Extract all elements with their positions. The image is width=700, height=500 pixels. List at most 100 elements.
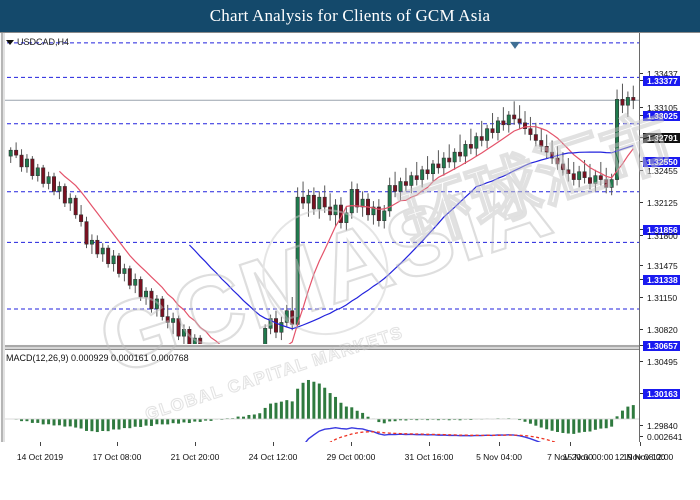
candle-body <box>474 136 479 149</box>
price-level-badge[interactable]: 1.33025 <box>643 111 680 121</box>
candle-body <box>485 128 490 141</box>
candle-body <box>398 181 403 192</box>
candle-body <box>263 328 268 345</box>
time-tick-label: 15 Nov 00:00 <box>562 452 614 462</box>
price-tick-label: 1.29840 <box>647 421 678 431</box>
price-tick-label: 1.33437 <box>647 69 678 79</box>
chevron-down-icon[interactable] <box>6 39 14 45</box>
price-level-badge[interactable]: 1.32550 <box>643 157 680 167</box>
candle-body <box>165 316 170 323</box>
candle-body <box>160 298 165 317</box>
candle-body <box>68 197 73 204</box>
level-handle-icon[interactable] <box>510 41 520 49</box>
time-tick-label: 31 Oct 16:00 <box>404 452 454 462</box>
time-tick-label: 7 Nov 20:00 <box>547 452 593 462</box>
panel-divider <box>0 344 700 350</box>
time-tick-label: 14 Oct 2019 <box>16 452 64 462</box>
candle-body <box>344 212 349 223</box>
price-tick-mark <box>640 393 643 394</box>
time-tick-mark <box>351 442 352 446</box>
candle-body <box>349 189 354 214</box>
candle-body <box>30 158 35 176</box>
time-tick-label: 19 Nov 12:00 <box>622 452 674 462</box>
macd-tick-label: 0.002641 <box>647 432 683 442</box>
candle-body <box>512 114 517 120</box>
price-level-badge[interactable]: 1.30657 <box>643 341 680 351</box>
candle-body <box>198 337 203 345</box>
candle-body <box>555 157 560 165</box>
price-chart-svg <box>0 41 640 345</box>
price-level-badge[interactable]: 1.31338 <box>643 275 680 285</box>
candle-body <box>89 239 94 245</box>
candle-body <box>35 167 40 176</box>
price-tick-mark <box>640 80 643 81</box>
candle-body <box>46 176 51 184</box>
candle-body <box>420 169 425 180</box>
candle-body <box>14 149 19 156</box>
time-tick-mark <box>40 442 41 446</box>
price-level-badge[interactable]: 1.31856 <box>643 225 680 235</box>
current-price-badge[interactable]: 1.32791 <box>643 133 680 143</box>
candle-body <box>62 186 67 204</box>
candle-body <box>274 318 278 333</box>
candle-body <box>306 194 311 204</box>
candle-body <box>593 175 598 184</box>
candle-body <box>463 144 468 157</box>
candle-body <box>393 185 398 192</box>
macd-main-line <box>10 426 634 473</box>
candle-body <box>452 151 457 163</box>
candle-body <box>284 310 289 323</box>
candle-body <box>447 157 452 163</box>
price-tick-mark <box>640 137 643 138</box>
candle-body <box>414 175 419 180</box>
time-tick-label: 24 Oct 12:00 <box>248 452 298 462</box>
candle-body <box>382 210 387 221</box>
time-tick-mark <box>273 442 274 446</box>
candle-body <box>127 268 132 286</box>
candle-body <box>539 140 544 147</box>
candle-body <box>279 322 284 333</box>
price-level-badge[interactable]: 1.30163 <box>643 389 680 399</box>
candle-body <box>403 181 408 186</box>
price-tick-mark <box>640 345 643 346</box>
price-tick-mark <box>640 161 643 162</box>
candle-body <box>436 163 441 169</box>
candle-body <box>588 177 592 184</box>
candle-body <box>409 175 414 186</box>
price-level-badge[interactable]: 1.33377 <box>643 76 680 86</box>
price-tick-mark <box>640 279 643 280</box>
candle-body <box>479 136 484 141</box>
candle-body <box>322 196 327 208</box>
symbol-label-group[interactable]: USDCAD,H4 <box>6 36 69 48</box>
candle-body <box>187 329 192 345</box>
price-tick-mark <box>640 229 643 230</box>
page-title: Chart Analysis for Clients of GCM Asia <box>209 6 491 25</box>
price-panel[interactable]: USDCAD,H4 <box>0 33 700 345</box>
time-tick-mark <box>499 442 500 446</box>
candle-body <box>458 151 463 157</box>
candle-body <box>311 194 316 210</box>
candle-body <box>100 247 105 255</box>
price-tick-label: 1.30820 <box>647 325 678 335</box>
candle-body <box>122 268 127 274</box>
candle-body <box>138 279 143 298</box>
candle-body <box>154 298 159 310</box>
macd-indicator-label: MACD(12,26,9) 0.000929 0.000161 0.000768 <box>6 353 189 363</box>
price-tick-mark <box>640 73 643 74</box>
candle-body <box>533 134 538 141</box>
candle-body <box>441 157 446 169</box>
candle-body <box>171 318 176 323</box>
price-axis[interactable]: 1.33437 1.33377 1.33105 1.33025 1.32791 1.325… <box>640 33 700 487</box>
candle-body <box>106 247 111 265</box>
price-tick-mark <box>640 329 643 330</box>
left-scroll-rail[interactable] <box>0 33 5 473</box>
candle-body <box>149 290 154 310</box>
candle-body <box>79 214 84 222</box>
candle-body <box>631 97 636 101</box>
time-axis: 14 Oct 2019 17 Oct 08:00 21 Oct 20:00 24 Oc… <box>0 442 700 500</box>
candle-body <box>571 173 576 180</box>
price-tick-mark <box>640 265 643 266</box>
candle-body <box>560 163 565 171</box>
price-tick-label: 1.31150 <box>647 293 678 303</box>
